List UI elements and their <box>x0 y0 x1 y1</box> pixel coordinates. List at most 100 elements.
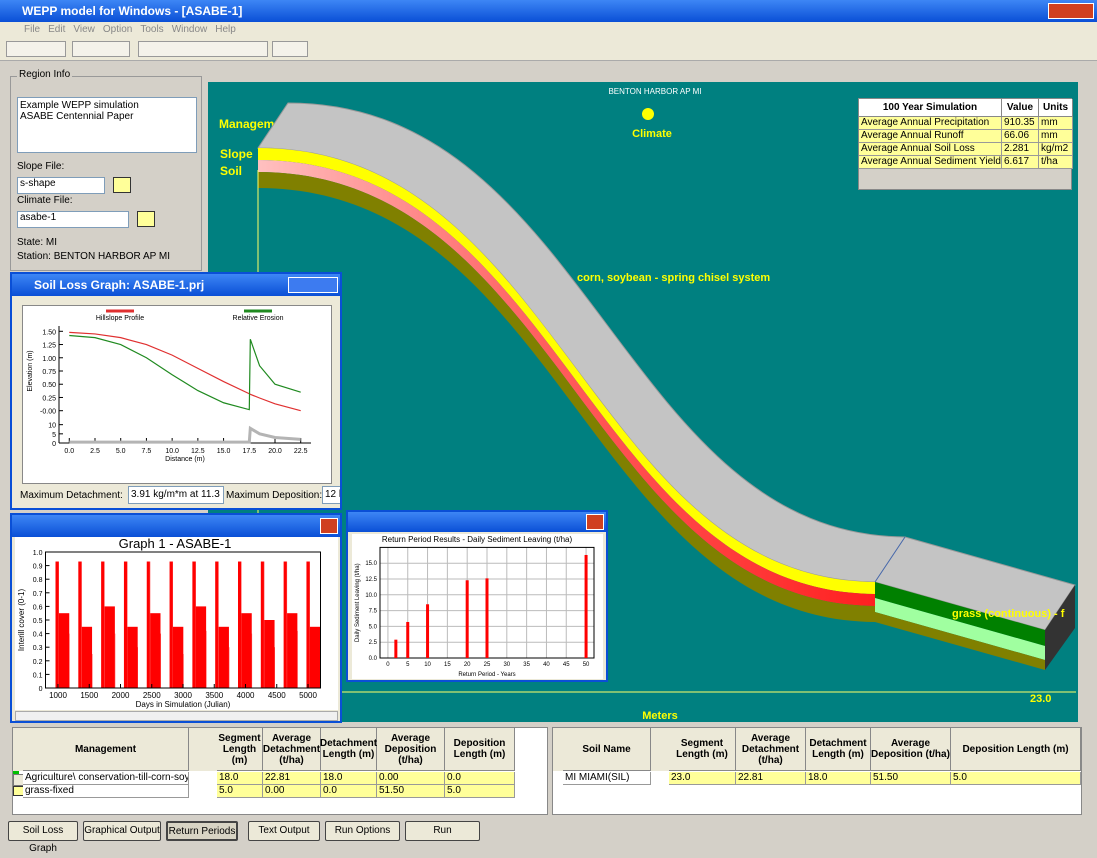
series-line <box>69 332 300 410</box>
tool-group[interactable] <box>138 41 268 57</box>
x-tick-label: 10.0 <box>165 448 179 455</box>
x-tick-label: 22.5 <box>294 448 308 455</box>
bar <box>310 627 320 688</box>
cell: kg/m2 <box>1039 143 1073 156</box>
bar <box>173 627 183 688</box>
tool-group[interactable] <box>6 41 66 57</box>
close-button[interactable] <box>586 514 604 530</box>
cell: mm <box>1039 130 1073 143</box>
dropdown[interactable]: asabe-1 <box>17 211 129 228</box>
sun-icon <box>642 108 654 120</box>
button[interactable]: Soil Loss Graph <box>8 821 78 841</box>
station: BENTON HARBOR AP MI <box>608 87 701 96</box>
cell: 0.0 <box>445 772 515 785</box>
bar <box>264 620 274 688</box>
header-cell: Soil Name <box>563 728 651 771</box>
y-tick-label: 0.2 <box>33 659 43 666</box>
header-cell: Management <box>23 728 189 771</box>
return-period-chart: Return Period Results - Daily Sediment L… <box>352 534 603 679</box>
menu-item: Window <box>172 22 208 37</box>
cell: Average Annual Runoff <box>859 130 1002 143</box>
button[interactable]: Return Periods <box>166 821 238 841</box>
y-tick-label: 1.25 <box>42 343 56 350</box>
x-tick-label: 2000 <box>112 691 130 700</box>
cell: 910.35 <box>1002 117 1039 130</box>
tool-group[interactable] <box>272 41 308 57</box>
x-tick-label: 35 <box>523 662 530 668</box>
window-controls[interactable] <box>1048 3 1094 19</box>
x-tick-label: 4000 <box>237 691 255 700</box>
x-tick-label: 45 <box>563 662 570 668</box>
y-tick-label: 0.3 <box>33 645 43 652</box>
cell: grass-fixed <box>23 785 189 798</box>
x-tick-label: 50 <box>583 662 590 668</box>
management-1: corn, soybean - spring chisel system <box>577 272 770 284</box>
y-tick-label: 0.8 <box>33 577 43 584</box>
x-axis-label: Return Period - Years <box>458 672 515 678</box>
folder-button[interactable] <box>113 177 131 193</box>
bar <box>196 606 206 688</box>
label: Maximum Deposition: <box>226 490 322 501</box>
slope-label: Slope <box>220 147 253 161</box>
x-tick-label: 2500 <box>143 691 161 700</box>
cell: 0.0 <box>321 785 377 798</box>
bar <box>585 555 588 658</box>
description[interactable]: Example WEPP simulation ASABE Centennial… <box>17 97 197 153</box>
button[interactable]: Graphical Output <box>83 821 161 841</box>
button[interactable]: Run <box>405 821 480 841</box>
dropdown[interactable]: s-shape <box>17 177 105 194</box>
x-tick-label: 12.5 <box>191 448 205 455</box>
title-bar: WEPP model for Windows - [ASABE-1] <box>0 0 1097 22</box>
bar <box>56 562 59 688</box>
x-tick-label: 30 <box>503 662 510 668</box>
scrollbar[interactable] <box>15 711 338 721</box>
window-controls[interactable] <box>288 277 338 293</box>
bar <box>406 622 409 658</box>
soil-label: Soil <box>220 164 242 178</box>
header-cell: 100 Year Simulation <box>859 99 1002 117</box>
cell: 18.0 <box>321 772 377 785</box>
graph1-chart: Graph 1 - ASABE-100.10.20.30.40.50.60.70… <box>15 537 338 710</box>
x-tick-label: 40 <box>543 662 550 668</box>
menu-item: Option <box>103 22 132 37</box>
x-tick-label: 5000 <box>299 691 317 700</box>
bar <box>219 627 229 688</box>
cell: Agriculture\ conservation-till-corn-soy <box>23 772 189 785</box>
y-tick-label: 0.25 <box>42 395 56 402</box>
header-cell: Deposition Length (m) <box>951 728 1081 771</box>
tool-group[interactable] <box>72 41 130 57</box>
header-cell: Value <box>1002 99 1039 117</box>
y-tick-label: 1.50 <box>42 329 56 336</box>
y-tick-label: 5.0 <box>369 624 378 630</box>
x-tick-label: 1500 <box>80 691 98 700</box>
y2-tick-label: 10 <box>48 423 56 430</box>
cell: 18.0 <box>806 772 871 785</box>
y-tick-label: 0.50 <box>42 382 56 389</box>
cell: 5.0 <box>951 772 1081 785</box>
cell: 6.617 <box>1002 156 1039 169</box>
button[interactable]: Text Output <box>248 821 320 841</box>
cell: Average Annual Soil Loss <box>859 143 1002 156</box>
series-line <box>69 428 300 442</box>
x-tick-label: 1000 <box>49 691 67 700</box>
cell: Average Annual Precipitation <box>859 117 1002 130</box>
x-tick-label: 15.0 <box>217 448 231 455</box>
x-tick-label: 4500 <box>268 691 286 700</box>
cell: 66.06 <box>1002 130 1039 143</box>
value-box: 12 k <box>322 486 342 504</box>
x-tick-label: 2.5 <box>90 448 100 455</box>
bar <box>287 613 297 688</box>
close-button[interactable] <box>320 518 338 534</box>
bar <box>124 562 127 688</box>
y-tick-label: 0 <box>39 686 43 693</box>
cell: t/ha <box>1039 156 1073 169</box>
cell: 22.81 <box>263 772 321 785</box>
folder-button[interactable] <box>137 211 155 227</box>
x-tick-label: 10 <box>424 662 431 668</box>
length-label: 23.0 <box>1030 693 1051 705</box>
button[interactable]: Run Options <box>325 821 400 841</box>
x-tick-label: 20 <box>464 662 471 668</box>
